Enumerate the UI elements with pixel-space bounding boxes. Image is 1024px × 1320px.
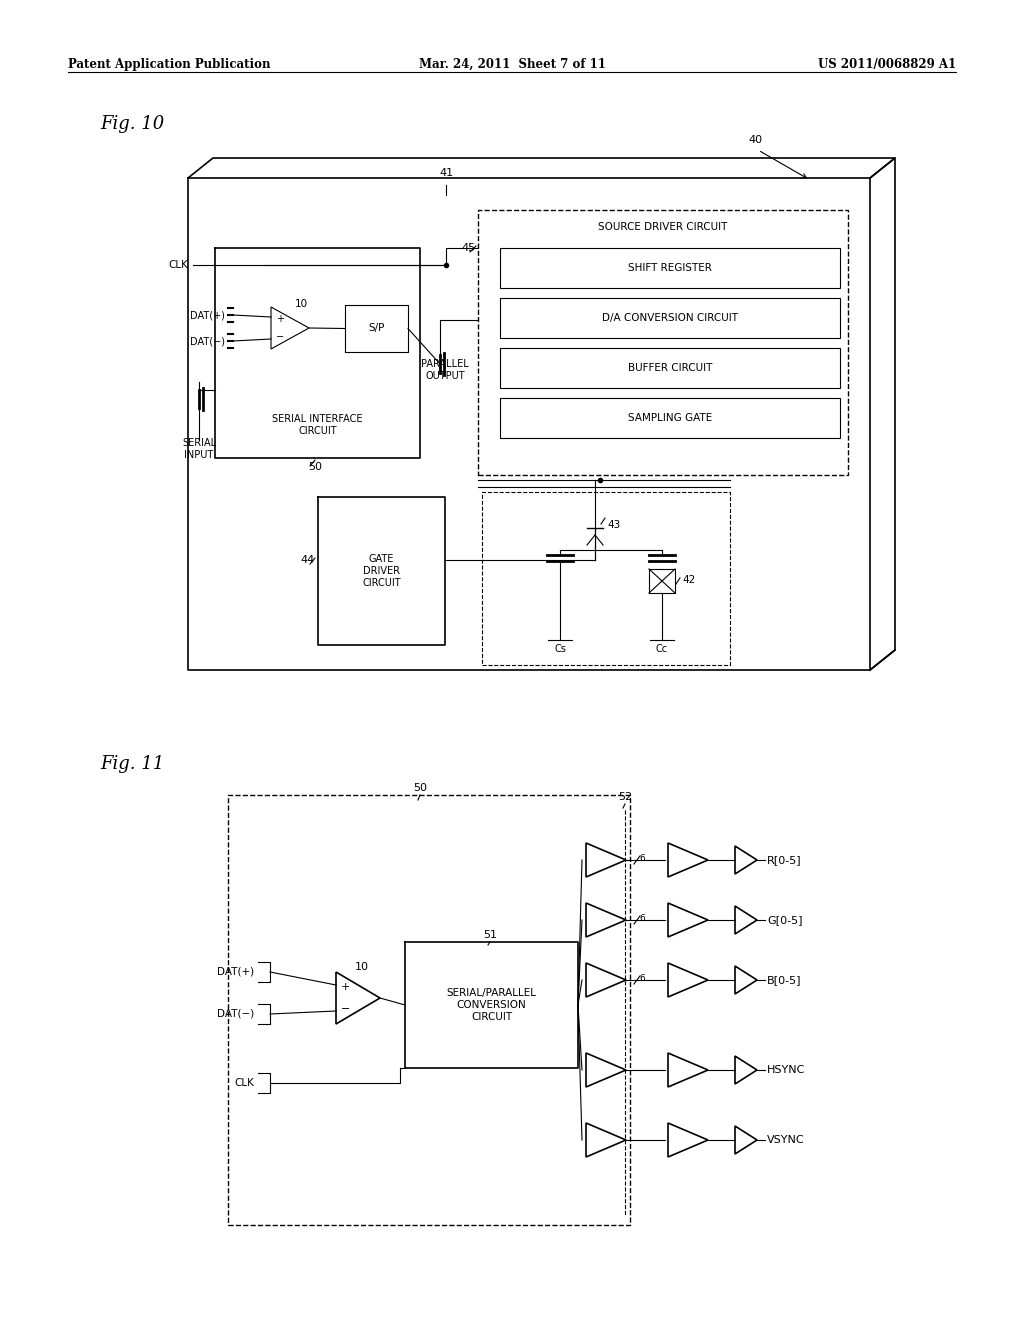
Bar: [500, 298, 840, 338]
Text: DAT(+): DAT(+): [190, 310, 225, 319]
Text: DAT(+): DAT(+): [217, 968, 254, 977]
Text: US 2011/0068829 A1: US 2011/0068829 A1: [818, 58, 956, 71]
Text: SERIAL INTERFACE
CIRCUIT: SERIAL INTERFACE CIRCUIT: [272, 414, 362, 436]
Text: GATE
DRIVER
CIRCUIT: GATE DRIVER CIRCUIT: [362, 554, 400, 587]
Text: 44: 44: [301, 554, 315, 565]
Text: 6: 6: [639, 913, 645, 923]
Text: DAT(−): DAT(−): [217, 1008, 254, 1019]
Text: CLK: CLK: [168, 260, 188, 271]
Text: Patent Application Publication: Patent Application Publication: [68, 58, 270, 71]
Text: SERIAL
INPUT: SERIAL INPUT: [182, 438, 216, 459]
Text: 10: 10: [355, 962, 369, 972]
Text: 50: 50: [413, 783, 427, 793]
Text: 42: 42: [682, 576, 695, 585]
Text: 51: 51: [483, 931, 497, 940]
Text: +: +: [341, 982, 350, 993]
Text: BUFFER CIRCUIT: BUFFER CIRCUIT: [628, 363, 712, 374]
Text: 6: 6: [639, 974, 645, 983]
Text: Cs: Cs: [554, 644, 566, 653]
Text: VSYNC: VSYNC: [767, 1135, 805, 1144]
Text: Fig. 11: Fig. 11: [100, 755, 164, 774]
Text: SERIAL/PARALLEL
CONVERSION
CIRCUIT: SERIAL/PARALLEL CONVERSION CIRCUIT: [446, 989, 537, 1022]
Text: 43: 43: [607, 520, 621, 531]
Text: −: −: [276, 333, 284, 342]
Text: +: +: [276, 314, 284, 323]
Text: 41: 41: [439, 168, 453, 178]
Bar: [500, 348, 840, 388]
Text: PARALLEL
OUTPUT: PARALLEL OUTPUT: [421, 359, 469, 380]
Text: 50: 50: [308, 462, 322, 473]
Text: G[0-5]: G[0-5]: [767, 915, 803, 925]
Text: −: −: [341, 1005, 350, 1014]
Text: DAT(−): DAT(−): [190, 337, 225, 346]
Text: 6: 6: [639, 854, 645, 863]
Text: SHIFT REGISTER: SHIFT REGISTER: [628, 263, 712, 273]
Text: 40: 40: [748, 135, 762, 145]
Text: Fig. 10: Fig. 10: [100, 115, 164, 133]
Text: 52: 52: [617, 792, 632, 803]
Text: CLK: CLK: [234, 1078, 254, 1088]
Text: SAMPLING GATE: SAMPLING GATE: [628, 413, 712, 422]
Bar: [500, 399, 840, 438]
Text: S/P: S/P: [369, 323, 385, 334]
Text: D/A CONVERSION CIRCUIT: D/A CONVERSION CIRCUIT: [602, 313, 738, 323]
Text: Cc: Cc: [656, 644, 668, 653]
Bar: [500, 248, 840, 288]
Text: Mar. 24, 2011  Sheet 7 of 11: Mar. 24, 2011 Sheet 7 of 11: [419, 58, 605, 71]
Text: 45: 45: [462, 243, 476, 253]
Text: HSYNC: HSYNC: [767, 1065, 805, 1074]
Text: R[0-5]: R[0-5]: [767, 855, 802, 865]
Text: B[0-5]: B[0-5]: [767, 975, 802, 985]
Text: 10: 10: [295, 300, 308, 309]
Text: SOURCE DRIVER CIRCUIT: SOURCE DRIVER CIRCUIT: [598, 222, 728, 232]
